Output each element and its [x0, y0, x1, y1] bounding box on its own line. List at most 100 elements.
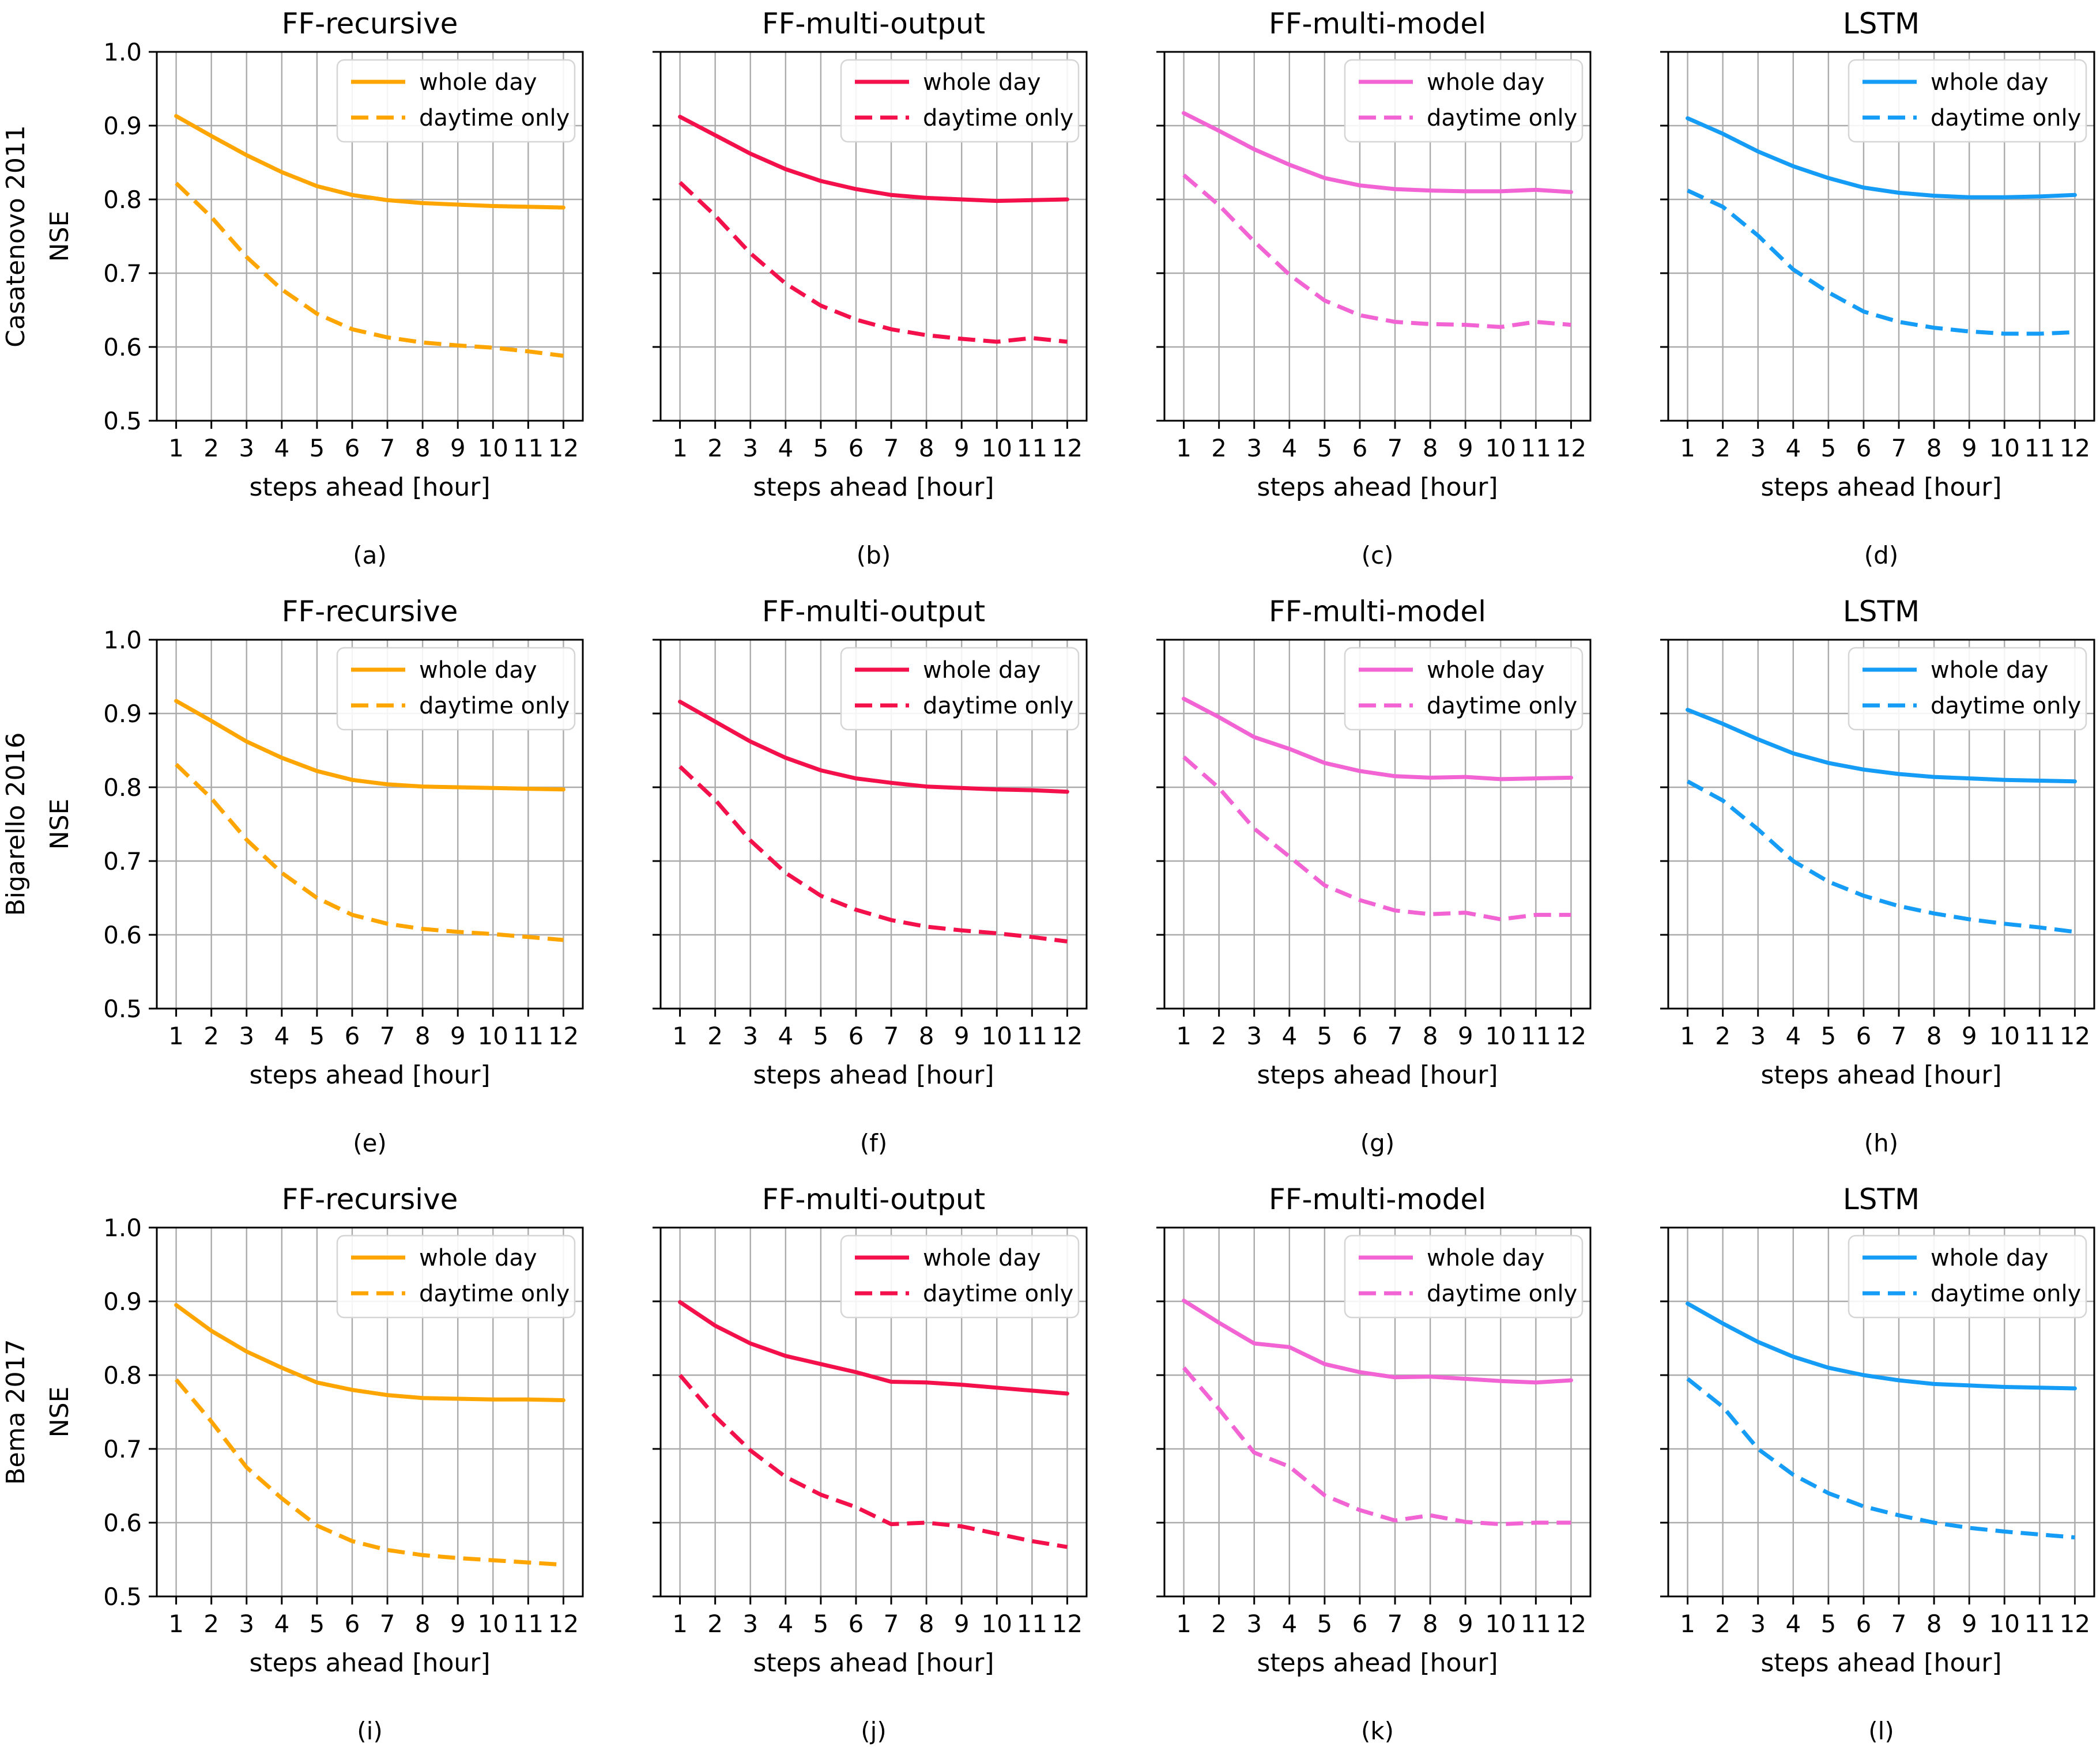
x-tick-label: 1: [1176, 434, 1192, 462]
x-tick-label: 12: [1556, 1022, 1586, 1050]
x-tick-label: 6: [345, 434, 360, 462]
x-tick-label: 5: [1821, 1610, 1837, 1638]
x-tick-label: 8: [919, 1022, 934, 1050]
legend-label: whole day: [1931, 69, 2049, 96]
legend-label: whole day: [1931, 657, 2049, 684]
x-tick-label: 9: [450, 1022, 466, 1050]
y-tick-label: 0.5: [103, 995, 142, 1023]
x-tick-label: 3: [742, 434, 758, 462]
y-tick-label: 0.8: [103, 773, 142, 802]
x-tick-label: 5: [1317, 1610, 1333, 1638]
x-tick-label: 3: [1246, 434, 1262, 462]
legend-label: whole day: [1931, 1245, 2049, 1271]
x-tick-label: 2: [707, 1022, 723, 1050]
x-tick-label: 1: [672, 1610, 688, 1638]
tick-marks: [653, 639, 1068, 1017]
x-tick-label: 1: [1176, 1022, 1192, 1050]
x-tick-label: 11: [513, 434, 544, 462]
x-tick-label: 7: [1891, 1610, 1907, 1638]
x-tick-label: 11: [2024, 1610, 2055, 1638]
legend-label: whole day: [923, 657, 1041, 684]
x-tick-label: 6: [1856, 434, 1872, 462]
x-tick-label: 11: [1017, 434, 1047, 462]
x-tick-label: 1: [672, 434, 688, 462]
x-axis-label: steps ahead [hour]: [250, 1648, 491, 1678]
x-tick-label: 5: [1317, 1022, 1333, 1050]
legend-label: daytime only: [1427, 105, 1577, 131]
chart-title: FF-multi-model: [1269, 1183, 1486, 1216]
x-tick-label: 2: [203, 434, 219, 462]
x-tick-label: 10: [478, 1610, 508, 1638]
x-tick-label: 3: [1750, 1022, 1766, 1050]
whole-day-line: [174, 1303, 565, 1402]
x-tick-label: 12: [1052, 1022, 1083, 1050]
whole-day-line: [1686, 1301, 2077, 1391]
axes-frame: [1667, 639, 2095, 1010]
x-tick-label: 7: [1388, 1610, 1403, 1638]
legend: whole day daytime only: [336, 647, 576, 731]
daytime-only-line: [1686, 1377, 2075, 1540]
chart-title: FF-recursive: [282, 595, 458, 628]
x-tick-label: 8: [1423, 1610, 1438, 1638]
y-axis-label: NSE: [45, 1387, 74, 1438]
tick-marks: [653, 51, 1068, 429]
x-tick-label: 4: [1785, 1022, 1801, 1050]
chart-title: FF-multi-output: [762, 595, 985, 628]
daytime-only-line: [678, 765, 1068, 943]
y-tick-label: 0.7: [103, 1435, 142, 1463]
legend-label: whole day: [923, 69, 1041, 96]
subplot-label: (g): [1360, 1129, 1394, 1157]
x-tick-label: 7: [1388, 1022, 1403, 1050]
legend: whole day daytime only: [1344, 59, 1584, 143]
x-tick-label: 9: [954, 1022, 970, 1050]
y-tick-label: 0.9: [103, 1288, 142, 1316]
legend: whole day daytime only: [336, 1235, 576, 1319]
x-tick-label: 9: [1458, 1610, 1473, 1638]
x-tick-label: 8: [1423, 434, 1438, 462]
axes-frame: [156, 639, 584, 1010]
x-tick-label: 8: [1926, 1610, 1942, 1638]
tick-marks: [653, 1226, 1068, 1605]
x-tick-label: 2: [203, 1022, 219, 1050]
x-tick-label: 3: [1750, 1610, 1766, 1638]
legend: whole day daytime only: [840, 1235, 1080, 1319]
legend-label: daytime only: [419, 1281, 570, 1307]
axes-frame: [156, 51, 584, 422]
chart-title: FF-recursive: [282, 7, 458, 40]
x-tick-label: 2: [1715, 1022, 1730, 1050]
daytime-only-line: [1182, 755, 1571, 922]
tick-marks: [149, 639, 564, 1017]
x-tick-label: 12: [1052, 434, 1083, 462]
tick-marks: [149, 51, 564, 429]
legend: whole day daytime only: [1848, 647, 2087, 731]
x-tick-label: 5: [310, 1022, 325, 1050]
subplot-label: (j): [861, 1717, 886, 1745]
x-tick-label: 9: [450, 1610, 466, 1638]
legend: whole day daytime only: [1344, 1235, 1584, 1319]
axes-frame: [1163, 1226, 1592, 1598]
dataset-row-label: Casatenovo 2011: [1, 125, 31, 348]
x-tick-label: 10: [982, 1610, 1012, 1638]
x-tick-label: 11: [513, 1022, 544, 1050]
dataset-row-label: Bigarello 2016: [1, 733, 31, 916]
x-tick-label: 8: [415, 1022, 431, 1050]
x-tick-label: 11: [1017, 1610, 1047, 1638]
x-tick-label: 5: [1821, 434, 1837, 462]
x-tick-label: 12: [548, 1022, 579, 1050]
chart-title: LSTM: [1843, 595, 1920, 628]
daytime-only-line: [1182, 173, 1571, 329]
legend-label: daytime only: [419, 693, 570, 719]
x-tick-label: 2: [203, 1610, 219, 1638]
subplot-label: (f): [860, 1129, 888, 1157]
x-tick-label: 1: [672, 1022, 688, 1050]
x-tick-label: 7: [1891, 1022, 1907, 1050]
daytime-only-line: [175, 182, 564, 358]
legend-label: daytime only: [923, 693, 1073, 719]
x-tick-label: 5: [813, 434, 829, 462]
x-tick-label: 4: [274, 1610, 289, 1638]
x-tick-label: 10: [1989, 434, 2020, 462]
x-tick-label: 6: [849, 434, 864, 462]
x-tick-label: 2: [707, 434, 723, 462]
